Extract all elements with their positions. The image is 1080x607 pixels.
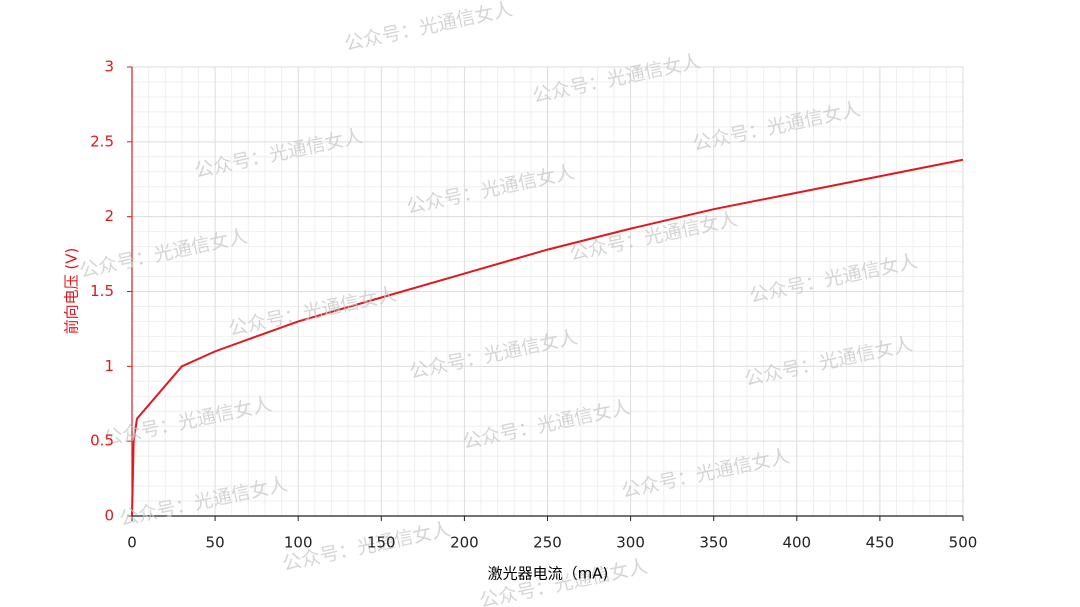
plot [127, 66, 964, 521]
x-tick-label: 100 [284, 534, 313, 552]
x-tick-label: 400 [782, 534, 811, 552]
x-tick-label: 0 [127, 534, 137, 552]
x-tick-label: 300 [616, 534, 645, 552]
y-tick-label: 0.5 [90, 432, 114, 450]
y-tick-label: 1 [104, 357, 114, 375]
x-tick-label: 50 [206, 534, 225, 552]
y-tick-label: 1.5 [90, 282, 114, 300]
x-tick-label: 500 [949, 534, 978, 552]
y-tick-label: 2.5 [90, 132, 114, 150]
y-tick-label: 2 [104, 207, 114, 225]
y-tick-label: 3 [104, 58, 114, 76]
x-tick-label: 350 [699, 534, 728, 552]
x-tick-label: 200 [450, 534, 479, 552]
x-axis-label: 激光器电流（mA) [488, 565, 609, 583]
grid [131, 66, 964, 517]
y-tick-label: 0 [104, 507, 114, 525]
data-line [131, 158, 964, 517]
x-tick-label: 450 [866, 534, 895, 552]
y-axis-label: 前向电压 (V) [63, 248, 81, 335]
x-tick-label: 250 [533, 534, 562, 552]
x-tick-label: 150 [367, 534, 396, 552]
